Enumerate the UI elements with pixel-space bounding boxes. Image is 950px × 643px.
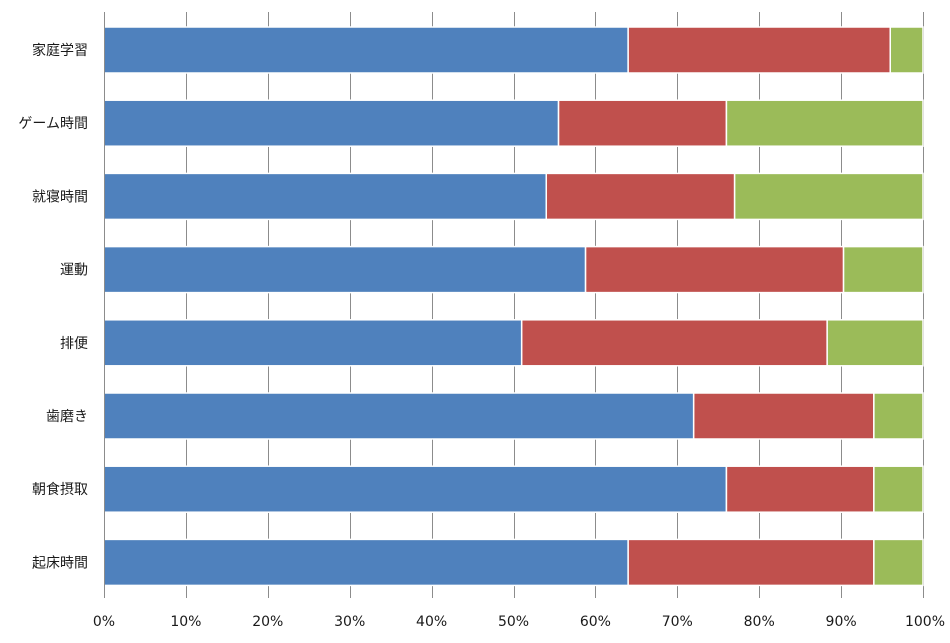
bar-segment bbox=[692, 392, 875, 440]
bar-segment bbox=[103, 465, 728, 513]
bar-segment bbox=[733, 172, 924, 221]
x-tick-label: 0% bbox=[93, 614, 115, 630]
category-label: 排便 bbox=[60, 336, 88, 352]
x-tick-label: 20% bbox=[252, 614, 283, 630]
x-tick-label: 70% bbox=[662, 614, 693, 630]
x-tick-label: 60% bbox=[580, 614, 611, 630]
x-tick-label: 10% bbox=[170, 614, 201, 630]
bar-segment bbox=[627, 538, 875, 587]
x-tick-label: 100% bbox=[905, 614, 945, 630]
bar-segment bbox=[103, 538, 629, 587]
bar-segment bbox=[520, 319, 828, 367]
bar-segment bbox=[545, 172, 736, 221]
category-label: 朝食摂取 bbox=[32, 481, 88, 498]
bar-segment bbox=[826, 319, 924, 367]
bar-segment bbox=[842, 245, 924, 294]
bar-segment bbox=[103, 392, 695, 440]
x-tick-label: 40% bbox=[416, 614, 447, 630]
bar-segment bbox=[103, 26, 629, 74]
bar-segment bbox=[103, 172, 548, 221]
x-tick-label: 30% bbox=[334, 614, 365, 630]
bar-segment bbox=[889, 26, 924, 74]
bar-segment bbox=[584, 245, 845, 294]
bar-segment bbox=[557, 99, 728, 147]
category-label: 起床時間 bbox=[32, 555, 88, 571]
x-tick-label: 50% bbox=[498, 614, 529, 630]
bar-segment bbox=[873, 538, 924, 587]
bar-segment bbox=[627, 26, 891, 74]
bar-segment bbox=[103, 99, 560, 147]
category-label: ゲーム時間 bbox=[18, 116, 88, 132]
category-label: 就寝時間 bbox=[32, 188, 88, 205]
bar-segment bbox=[725, 99, 924, 147]
x-tick-label: 80% bbox=[744, 614, 775, 630]
bar-segment bbox=[873, 465, 924, 513]
category-label: 歯磨き bbox=[46, 409, 88, 425]
bar-segment bbox=[725, 465, 875, 513]
category-label: 家庭学習 bbox=[32, 42, 88, 59]
category-label: 運動 bbox=[60, 263, 88, 279]
bar-segment bbox=[873, 392, 924, 440]
bar-segment bbox=[103, 245, 587, 294]
x-tick-label: 90% bbox=[826, 614, 857, 630]
bar-segment bbox=[103, 319, 523, 367]
